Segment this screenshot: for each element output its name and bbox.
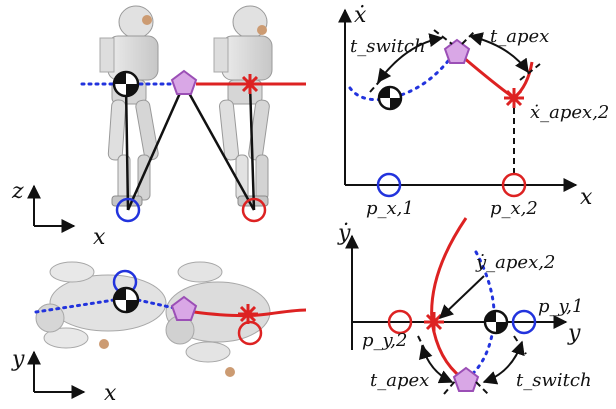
top-axis-x-label: x	[104, 381, 117, 406]
phase-y-left-foot	[511, 309, 537, 335]
phase-x-tick-3	[461, 29, 477, 45]
right-foot-top	[237, 320, 263, 346]
phase-y-right-foot	[387, 309, 413, 335]
com-marker-top	[112, 286, 140, 314]
phase-y-tick-2	[443, 379, 457, 395]
phase-plot-x: ẋ x t_switch t_apex ẋ_apex,2 p_x,1	[338, 3, 609, 219]
top-com-path-red	[193, 308, 307, 318]
side-view-panel: z x	[11, 5, 306, 250]
side-axis-z-label: z	[11, 179, 24, 204]
phase-y-t-apex: t_apex	[370, 370, 429, 391]
phase-y-t-switch: t_switch	[516, 370, 592, 391]
phase-y-tick-3	[475, 381, 491, 397]
robot-top-right	[165, 261, 271, 377]
pendulum-leg-3	[182, 83, 256, 211]
phase-x-com-marker	[377, 85, 403, 111]
phase-x-left-foot	[376, 172, 402, 198]
phase-y-apex-pointer	[438, 275, 485, 319]
phase-y-p1-label: p_y,1	[538, 296, 583, 317]
phase-x-switch-arrow	[377, 33, 444, 84]
top-com-path-blue	[34, 298, 116, 314]
pendulum-leg-4	[248, 83, 256, 211]
left-foot-side	[115, 197, 141, 223]
phase-y-red-star	[424, 312, 444, 332]
phase-y-apex-arrow	[419, 344, 454, 384]
phase-y-apex-velocity: ẏ_apex,2	[475, 252, 555, 273]
robot-side-left	[99, 5, 159, 207]
phase-x-t-apex: t_apex	[490, 26, 549, 47]
top-view-panel: y x	[11, 261, 307, 406]
side-axis-x-label: x	[93, 225, 106, 250]
transition-pentagon-top	[170, 295, 198, 321]
phase-y-pentagon	[452, 366, 480, 392]
phase-x-tick-2	[433, 29, 453, 45]
phase-y-vertical-label: ẏ	[337, 221, 351, 246]
red-star-side	[240, 74, 260, 94]
phase-x-p2-label: p_x,2	[490, 198, 538, 219]
phase-x-t-switch: t_switch	[350, 36, 426, 57]
phase-x-blue-trajectory	[348, 50, 457, 102]
phase-y-horizontal-label: y	[567, 321, 581, 346]
phase-y-switch-arrow	[482, 340, 525, 385]
phase-x-right-foot	[501, 172, 527, 198]
phase-y-p2-label: p_y,2	[362, 330, 407, 351]
red-star-top	[238, 304, 258, 324]
com-marker-side	[112, 70, 140, 98]
phase-x-tick-4	[519, 63, 541, 81]
phase-x-horizontal-label: x	[580, 185, 593, 210]
phase-x-vertical-label: ẋ	[354, 3, 367, 28]
transition-pentagon-side	[170, 69, 198, 95]
phase-plot-y: ẏ y ẏ_apex,2 p_y,2 p_y,1 t_apex t_switch	[337, 217, 592, 397]
pendulum-leg-1	[124, 83, 130, 211]
phase-x-apex-velocity: ẋ_apex,2	[530, 102, 609, 123]
pendulum-leg-2	[126, 83, 186, 211]
right-foot-side	[241, 197, 267, 223]
phase-x-p1-label: p_x,1	[366, 198, 414, 219]
top-com-path-blue-2	[136, 298, 176, 310]
top-axis-y-label: y	[11, 347, 25, 372]
robot-side-right	[213, 5, 273, 207]
phase-x-red-star	[504, 88, 524, 108]
robot-top-left	[35, 261, 167, 349]
phase-y-com-marker	[483, 309, 509, 335]
phase-x-apex-arrow	[468, 32, 529, 74]
phase-x-pentagon	[443, 38, 471, 64]
